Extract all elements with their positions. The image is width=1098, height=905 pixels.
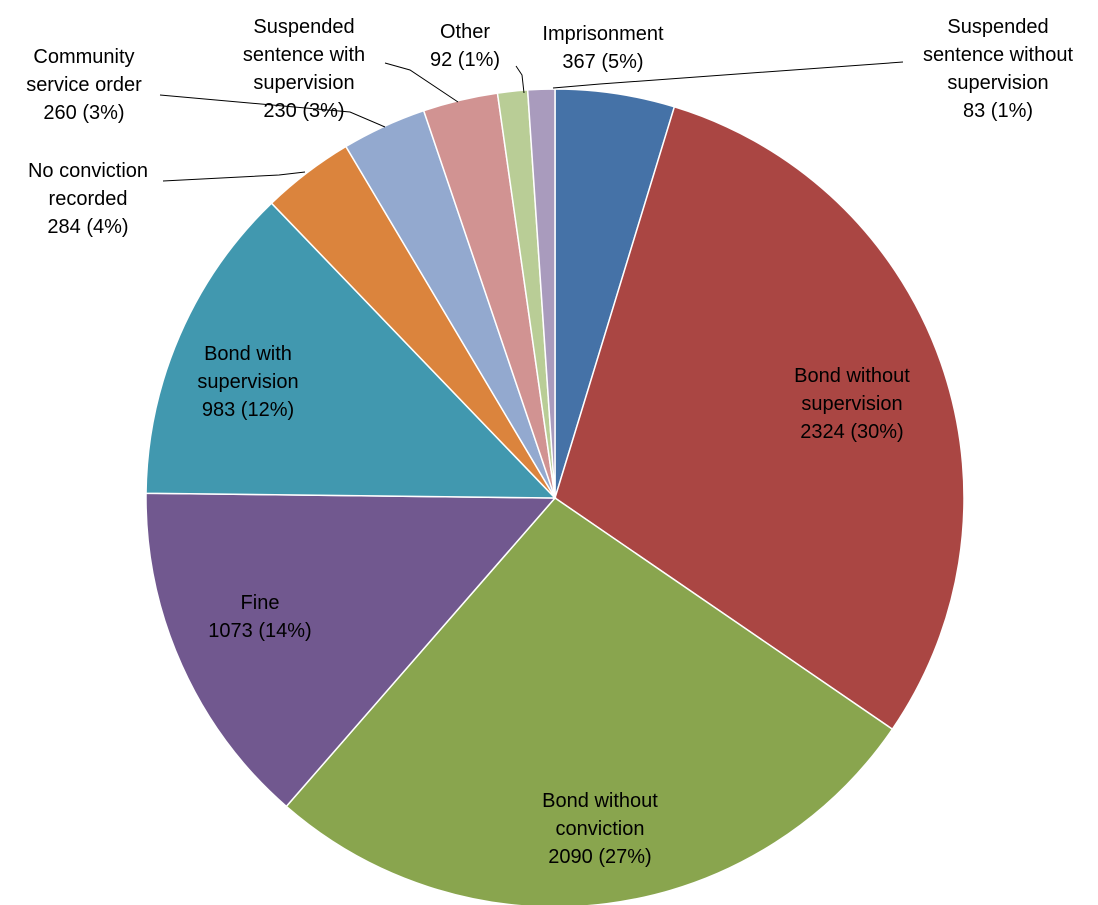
leader-line-no-conviction-recorded [162,171,306,182]
slice-label-no-conviction-recorded: No conviction recorded 284 (4%) [28,160,148,238]
pie-slice-fine [145,492,557,808]
slice-label-bond-without-conviction: Bond without conviction 2090 (27%) [542,790,658,868]
slice-label-suspended-sentence-without-supervision: Suspended sentence without supervision 83 (… [923,16,1074,122]
slice-labels: Imprisonment 367 (5%) Bond without supervis… [26,16,1073,868]
slice-label-bond-with-supervision: Bond with supervision 983 (12%) [197,343,298,421]
pie-slice-bond-without-supervision [554,105,965,731]
pie-slice-bond-without-conviction [285,497,894,905]
leader-line-community-service-order [159,94,386,128]
leader-line-other [515,65,525,94]
slice-label-fine: Fine 1073 (14%) [208,592,311,642]
leader-line-suspended-sentence-without-supervision [552,61,904,89]
leader-line-suspended-sentence-with-supervision [384,62,459,103]
slice-label-suspended-sentence-with-supervision: Suspended sentence with supervision 230 (3%… [243,16,365,122]
pie-slice-bond-with-supervision [145,202,557,499]
leader-lines [159,61,904,182]
slice-label-bond-without-supervision: Bond without supervision 2324 (30%) [794,365,910,443]
slice-label-community-service-order: Community service order 260 (3%) [26,46,142,124]
pie-slice-suspended-sentence-without-supervision [526,88,556,499]
slice-label-other: Other 92 (1%) [430,21,500,71]
slice-label-imprisonment: Imprisonment 367 (5%) [542,23,664,73]
pie-slices [145,88,965,905]
